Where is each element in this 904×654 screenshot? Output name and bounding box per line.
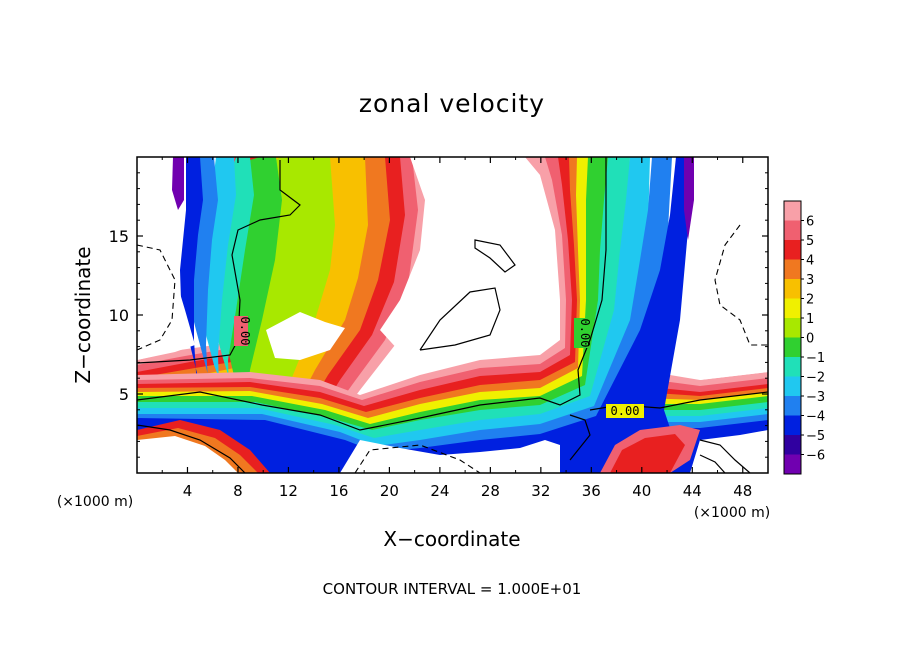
colorbar-swatch — [784, 318, 801, 338]
colorbar-label: 1 — [806, 312, 814, 327]
y-axis-label: Z−coordinate — [71, 246, 95, 383]
colorbar-label: 3 — [806, 273, 814, 288]
contour-label: 0.00 — [578, 319, 592, 348]
x-axis-ticks: 4 8 12 16 20 24 28 32 36 40 44 48 — [161, 157, 752, 500]
plot-area: 0.00 0.00 0.00 — [136, 156, 769, 474]
y-tick-label: 15 — [109, 227, 129, 246]
colorbar-swatch — [784, 357, 801, 377]
colorbar-swatch — [784, 220, 801, 241]
contour-interval-note: CONTOUR INTERVAL = 1.000E+01 — [323, 580, 582, 598]
x-unit-label: (×1000 m) — [694, 505, 770, 521]
colorbar-label: 0 — [806, 332, 814, 347]
contour-lines-negative — [137, 224, 768, 473]
y-tick-label: 5 — [119, 385, 129, 404]
x-tick-label: 28 — [481, 482, 500, 500]
contour-label: 0.00 — [611, 404, 640, 418]
colorbar-swatch — [784, 298, 801, 319]
colorbar-swatch — [784, 259, 801, 280]
colorbar-label: 4 — [806, 254, 814, 269]
x-tick-label: 32 — [531, 482, 550, 500]
y-axis-ticks: 5 10 15 — [109, 172, 768, 458]
colorbar-swatch — [784, 201, 801, 221]
colorbar-swatch — [784, 279, 801, 299]
colorbar-label: 6 — [806, 215, 814, 230]
x-tick-label: 40 — [632, 482, 651, 500]
colorbar-swatch — [784, 376, 801, 397]
colorbar: 6 5 4 3 2 1 0 −1 −2 −3 −4 −5 −6 — [783, 200, 825, 475]
colorbar-label: −2 — [806, 371, 825, 386]
x-tick-label: 20 — [380, 482, 399, 500]
x-tick-label: 48 — [733, 482, 752, 500]
contour-label: 0.00 — [238, 317, 252, 346]
x-tick-label: 16 — [329, 482, 348, 500]
contour-label-group: 0.00 0.00 0.00 — [234, 316, 644, 418]
x-tick-label: 24 — [430, 482, 449, 500]
colorbar-label: 2 — [806, 293, 814, 308]
x-tick-label: 4 — [183, 482, 193, 500]
colorbar-swatch — [784, 337, 801, 358]
colorbar-label: 5 — [806, 234, 814, 249]
x-tick-label: 8 — [233, 482, 243, 500]
z-unit-label: (×1000 m) — [57, 494, 133, 510]
x-tick-label: 12 — [279, 482, 298, 500]
colorbar-label: −5 — [806, 429, 825, 444]
y-tick-label: 10 — [109, 306, 129, 325]
colorbar-swatch — [784, 396, 801, 416]
colorbar-swatch — [784, 415, 801, 436]
colorbar-label: −3 — [806, 390, 825, 405]
velocity-field — [137, 157, 768, 473]
x-tick-label: 44 — [683, 482, 702, 500]
colorbar-swatch — [784, 435, 801, 455]
x-tick-label: 36 — [582, 482, 601, 500]
colorbar-swatch — [784, 240, 801, 260]
colorbar-swatch — [784, 454, 801, 475]
colorbar-label: −4 — [806, 410, 825, 425]
colorbar-label: −6 — [806, 449, 825, 464]
chart-title: zonal velocity — [359, 89, 545, 118]
colorbar-label: −1 — [806, 351, 825, 366]
x-axis-label: X−coordinate — [383, 527, 520, 551]
